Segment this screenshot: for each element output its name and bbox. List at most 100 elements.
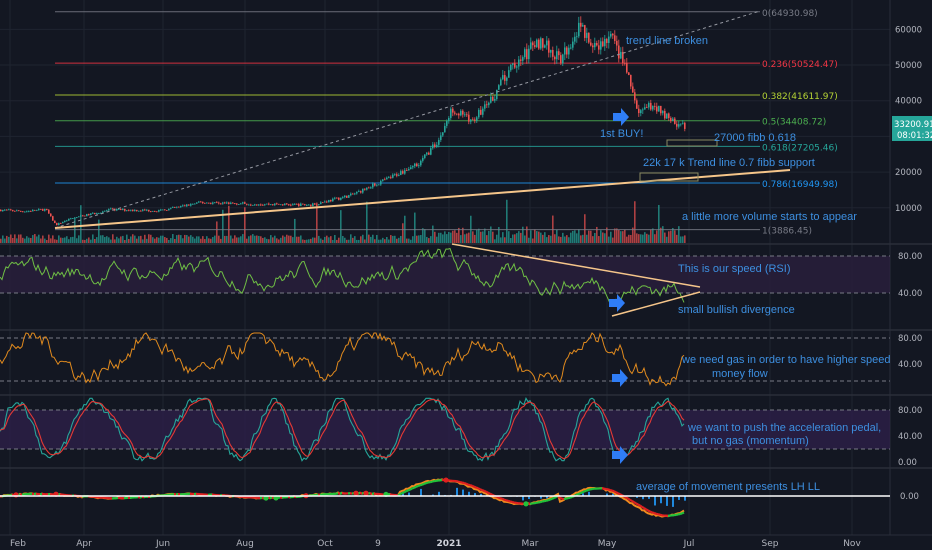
candle-body — [374, 183, 376, 186]
candle-body — [186, 204, 188, 207]
volume-bar — [134, 235, 136, 243]
osc-main-line — [507, 499, 511, 503]
candle-body — [6, 209, 8, 211]
support-trend-line[interactable] — [54, 169, 791, 229]
candle-body — [326, 201, 328, 203]
candle-body — [116, 209, 118, 211]
candle-body — [360, 191, 362, 193]
fib-27k-box[interactable] — [666, 139, 718, 147]
candle-body — [0, 209, 2, 212]
candle-body — [630, 75, 632, 87]
volume-bar — [244, 207, 246, 243]
volume-bar — [494, 239, 496, 243]
candle-body — [84, 215, 86, 217]
volume-bar — [354, 236, 356, 243]
osc-main-line — [417, 484, 421, 488]
candle-body — [230, 202, 232, 204]
candle-body — [432, 144, 434, 149]
volume-bar — [200, 238, 202, 243]
volume-bar — [472, 231, 474, 243]
candle-body — [424, 154, 426, 158]
volume-bar — [476, 229, 478, 243]
candle-body — [556, 51, 558, 60]
osc-histogram-bar — [648, 496, 650, 499]
candle-body — [56, 223, 58, 226]
volume-bar — [360, 236, 362, 243]
volume-bar — [378, 239, 380, 243]
candle-body — [158, 210, 160, 212]
volume-bar — [78, 235, 80, 243]
candle-body — [112, 208, 114, 210]
volume-bar — [194, 238, 196, 243]
osc-main-line — [681, 511, 685, 515]
volume-bar — [436, 236, 438, 243]
candle-body — [268, 203, 270, 205]
candle-body — [206, 202, 208, 204]
countdown-label: 08:01:32 — [897, 131, 932, 141]
candle-body — [176, 206, 178, 208]
volume-bar — [432, 225, 434, 243]
osc-main-line — [583, 489, 587, 493]
annotation-movement: average of movement presents LH LL — [636, 481, 820, 493]
candle-body — [328, 200, 330, 203]
osc-main-line — [403, 490, 407, 494]
candle-body — [656, 106, 658, 112]
volume-bar — [626, 236, 628, 243]
time-tick-label: May — [598, 539, 617, 549]
volume-bar — [506, 199, 508, 243]
volume-bar — [466, 233, 468, 243]
osc-tick-label: 0.00 — [900, 492, 919, 502]
arrow-icon — [613, 108, 629, 126]
osc-main-line — [475, 486, 479, 490]
volume-bar — [598, 236, 600, 243]
volume-bar — [174, 238, 176, 243]
dashed-uptrend-line[interactable] — [54, 10, 761, 229]
candle-body — [86, 214, 88, 217]
volume-bar — [190, 235, 192, 243]
price-tick-label: 10000 — [895, 204, 922, 214]
candle-body — [28, 211, 30, 212]
volume-bar — [550, 235, 552, 243]
arrow-icon — [609, 294, 625, 312]
candle-body — [34, 209, 36, 211]
candle-body — [684, 122, 686, 129]
candle-body — [590, 42, 592, 46]
annotation-accel-line1: we want to push the acceleration pedal, — [687, 422, 881, 434]
volume-bar — [318, 235, 320, 243]
time-axis[interactable]: Feb Apr Jun Aug Oct 9 2021 Mar May Jul Sep Nov — [10, 539, 861, 549]
candle-body — [354, 193, 356, 195]
volume-bar — [280, 237, 282, 243]
candle-body — [106, 210, 108, 212]
candle-body — [624, 62, 626, 64]
candle-body — [264, 204, 266, 206]
volume-bar — [450, 232, 452, 243]
rsi-support-line[interactable] — [611, 291, 701, 317]
rsi-resistance-line[interactable] — [451, 243, 701, 288]
volume-bar — [372, 234, 374, 243]
candle-body — [180, 206, 182, 208]
volume-bar — [352, 237, 354, 243]
volume-bar — [440, 232, 442, 243]
candle-body — [428, 152, 430, 155]
candle-body — [454, 112, 456, 114]
candle-body — [566, 47, 568, 55]
volume-bar — [254, 235, 256, 243]
candle-body — [300, 203, 302, 207]
candle-body — [482, 108, 484, 115]
candle-body — [536, 39, 538, 47]
candle-body — [452, 108, 454, 113]
candle-body — [156, 211, 158, 213]
candle-body — [76, 217, 78, 218]
volume-bar — [520, 232, 522, 243]
candle-body — [332, 198, 334, 202]
osc-main-line — [423, 482, 427, 485]
candle-body — [670, 118, 672, 122]
candle-body — [672, 118, 674, 122]
volume-bar — [316, 202, 318, 243]
candle-body — [220, 203, 222, 205]
candle-body — [626, 63, 628, 73]
osc-main-line — [397, 493, 401, 497]
trendline-box[interactable] — [639, 172, 699, 182]
